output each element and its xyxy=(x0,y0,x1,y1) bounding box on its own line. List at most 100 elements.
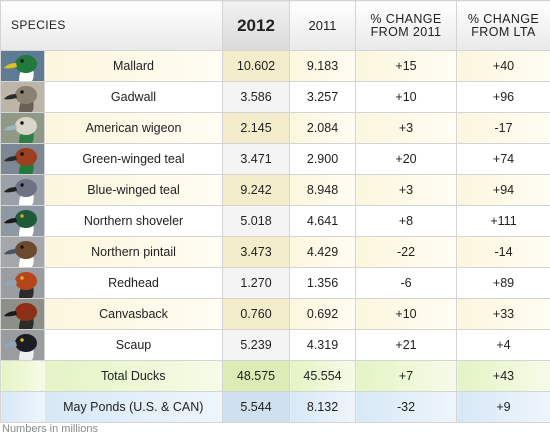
value-2011-cell: 2.900 xyxy=(289,143,357,175)
gadwall-head-icon xyxy=(1,82,44,112)
duck-image-cell xyxy=(0,174,45,206)
value-2011-cell: 8.948 xyxy=(289,174,357,206)
species-name-cell: Redhead xyxy=(43,267,224,299)
ponds-value-2011-cell: 8.132 xyxy=(289,391,357,423)
duck-image-cell xyxy=(0,205,45,237)
species-name-cell: Gadwall xyxy=(43,81,224,113)
northern-pintail-head-icon xyxy=(1,237,44,267)
duck-image-cell xyxy=(0,329,45,361)
header-species-label: SPECIES xyxy=(11,18,66,32)
total-pct-change-lta-cell: +43 xyxy=(456,360,550,392)
header-2011: 2011 xyxy=(289,0,357,51)
total-value-2011-cell: 45.554 xyxy=(289,360,357,392)
spacer-cell xyxy=(0,391,45,423)
pct-change-2011-cell: +3 xyxy=(355,174,458,206)
header-2011-label: 2011 xyxy=(308,18,337,33)
duck-population-table: SPECIES 2012 2011 % CHANGE FROM 2011 % CH… xyxy=(0,0,550,423)
total-value-2012-cell: 48.575 xyxy=(222,360,291,392)
table-row: Northern pintail 3.473 4.429 -22 -14 xyxy=(0,236,550,268)
value-2011-cell: 2.084 xyxy=(289,112,357,144)
value-2012-cell: 9.242 xyxy=(222,174,291,206)
pct-change-2011-cell: +15 xyxy=(355,50,458,82)
table-row: Redhead 1.270 1.356 -6 +89 xyxy=(0,267,550,299)
species-name-cell: American wigeon xyxy=(43,112,224,144)
blue-winged-teal-head-icon xyxy=(1,175,44,205)
pct-change-2011-cell: +3 xyxy=(355,112,458,144)
duck-image-cell xyxy=(0,50,45,82)
may-ponds-row: May Ponds (U.S. & CAN) 5.544 8.132 -32 +9 xyxy=(0,391,550,423)
species-name-cell: Blue-winged teal xyxy=(43,174,224,206)
pct-change-lta-cell: +74 xyxy=(456,143,550,175)
value-2012-cell: 3.473 xyxy=(222,236,291,268)
pct-change-lta-cell: +40 xyxy=(456,50,550,82)
duck-image-cell xyxy=(0,112,45,144)
header-pct-2011-line1: % CHANGE xyxy=(370,11,442,26)
northern-shoveler-head-icon xyxy=(1,206,44,236)
ponds-label-cell: May Ponds (U.S. & CAN) xyxy=(44,391,224,423)
header-pct-lta-line1: % CHANGE xyxy=(467,11,540,26)
pct-change-lta-cell: -17 xyxy=(456,112,550,144)
value-2012-cell: 5.239 xyxy=(222,329,291,361)
table-row: American wigeon 2.145 2.084 +3 -17 xyxy=(0,112,550,144)
redhead-head-icon xyxy=(1,268,44,298)
duck-image-cell xyxy=(0,267,45,299)
total-label-cell: Total Ducks xyxy=(44,360,224,392)
duck-image-cell xyxy=(0,143,45,175)
canvasback-head-icon xyxy=(1,299,44,329)
green-winged-teal-head-icon xyxy=(1,144,44,174)
table-row: Scaup 5.239 4.319 +21 +4 xyxy=(0,329,550,361)
table-row: Northern shoveler 5.018 4.641 +8 +111 xyxy=(0,205,550,237)
header-row: SPECIES 2012 2011 % CHANGE FROM 2011 % CH… xyxy=(0,0,550,51)
duck-image-cell xyxy=(0,298,45,330)
species-name-cell: Canvasback xyxy=(43,298,224,330)
header-pct-2011-line2: FROM 2011 xyxy=(370,24,442,39)
value-2011-cell: 4.319 xyxy=(289,329,357,361)
table-row: Canvasback 0.760 0.692 +10 +33 xyxy=(0,298,550,330)
value-2012-cell: 3.586 xyxy=(222,81,291,113)
footnote: Numbers in millions xyxy=(2,423,98,435)
pct-change-2011-cell: +8 xyxy=(355,205,458,237)
pct-change-2011-cell: +21 xyxy=(355,329,458,361)
pct-change-2011-cell: +20 xyxy=(355,143,458,175)
spacer-cell xyxy=(0,360,45,392)
value-2012-cell: 3.471 xyxy=(222,143,291,175)
value-2011-cell: 3.257 xyxy=(289,81,357,113)
duck-image-cell xyxy=(0,81,45,113)
mallard-head-icon xyxy=(1,51,44,81)
pct-change-2011-cell: +10 xyxy=(355,298,458,330)
ponds-pct-change-lta-cell: +9 xyxy=(456,391,550,423)
header-species: SPECIES xyxy=(0,0,224,51)
header-pct-lta-line2: FROM LTA xyxy=(471,24,536,39)
scaup-head-icon xyxy=(1,330,44,360)
table-row: Gadwall 3.586 3.257 +10 +96 xyxy=(0,81,550,113)
pct-change-lta-cell: -14 xyxy=(456,236,550,268)
header-2012: 2012 xyxy=(222,0,291,51)
pct-change-lta-cell: +96 xyxy=(456,81,550,113)
total-ducks-row: Total Ducks 48.575 45.554 +7 +43 xyxy=(0,360,550,392)
value-2011-cell: 4.429 xyxy=(289,236,357,268)
pct-change-lta-cell: +33 xyxy=(456,298,550,330)
pct-change-lta-cell: +94 xyxy=(456,174,550,206)
value-2011-cell: 1.356 xyxy=(289,267,357,299)
pct-change-2011-cell: -6 xyxy=(355,267,458,299)
pct-change-lta-cell: +4 xyxy=(456,329,550,361)
total-pct-change-2011-cell: +7 xyxy=(355,360,458,392)
value-2012-cell: 5.018 xyxy=(222,205,291,237)
value-2012-cell: 0.760 xyxy=(222,298,291,330)
ponds-value-2012-cell: 5.544 xyxy=(222,391,291,423)
duck-image-cell xyxy=(0,236,45,268)
header-pct-change-lta: % CHANGE FROM LTA xyxy=(456,0,550,51)
pct-change-lta-cell: +89 xyxy=(456,267,550,299)
table-row: Green-winged teal 3.471 2.900 +20 +74 xyxy=(0,143,550,175)
species-name-cell: Northern pintail xyxy=(43,236,224,268)
species-name-cell: Northern shoveler xyxy=(43,205,224,237)
value-2011-cell: 0.692 xyxy=(289,298,357,330)
header-2012-label: 2012 xyxy=(237,16,275,35)
value-2011-cell: 9.183 xyxy=(289,50,357,82)
ponds-pct-change-2011-cell: -32 xyxy=(355,391,458,423)
pct-change-2011-cell: -22 xyxy=(355,236,458,268)
header-pct-change-2011: % CHANGE FROM 2011 xyxy=(355,0,458,51)
species-name-cell: Green-winged teal xyxy=(43,143,224,175)
value-2011-cell: 4.641 xyxy=(289,205,357,237)
